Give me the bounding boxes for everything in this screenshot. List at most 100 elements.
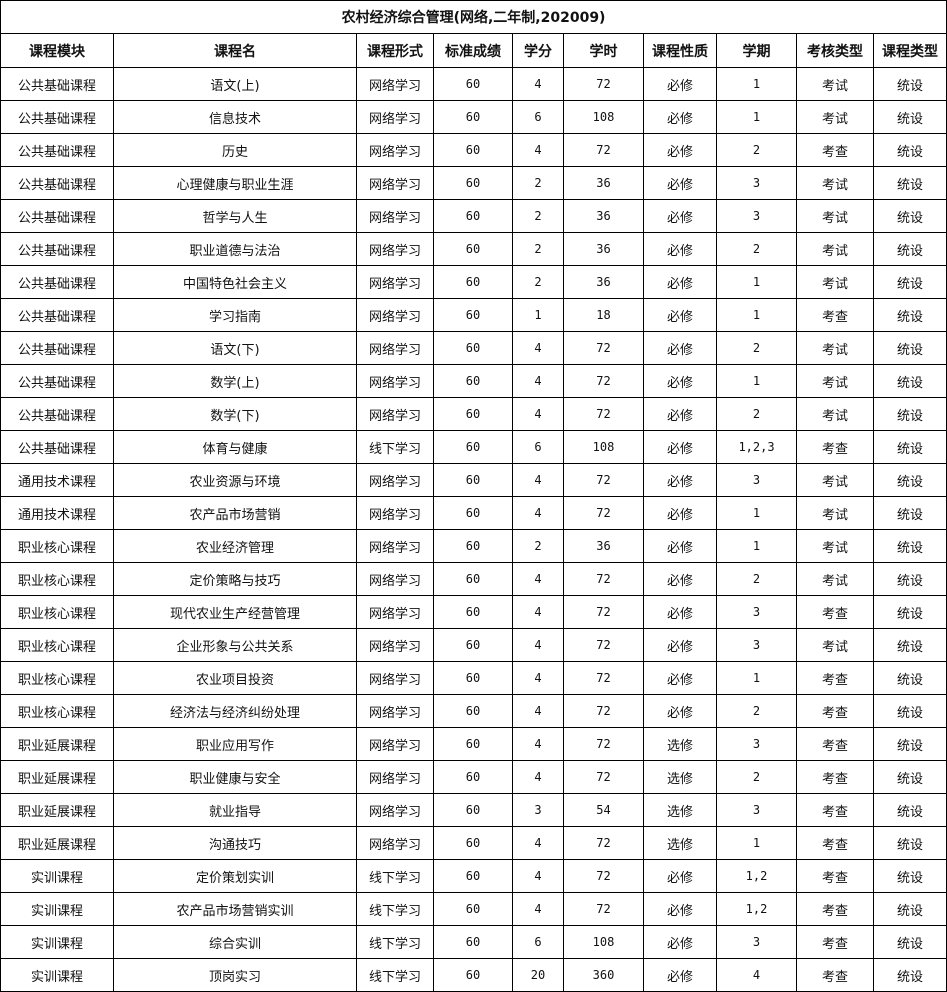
header-standard-score: 标准成绩: [433, 33, 513, 68]
cell-standard-score: 60: [433, 265, 513, 299]
cell-assessment: 考试: [796, 100, 874, 134]
table-row: 职业核心课程 现代农业生产经营管理 网络学习 60 4 72 必修 3 考查 统设: [0, 595, 947, 629]
cell-course-type: 统设: [872, 760, 947, 794]
cell-standard-score: 60: [433, 166, 513, 200]
cell-module: 公共基础课程: [0, 199, 114, 233]
header-row: 课程模块 课程名 课程形式 标准成绩 学分 学时 课程性质 学期 考核类型 课程类型: [0, 33, 947, 68]
cell-format: 网络学习: [356, 562, 434, 596]
cell-semester: 3: [716, 595, 797, 629]
table-row: 公共基础课程 历史 网络学习 60 4 72 必修 2 考查 统设: [0, 133, 947, 167]
cell-semester: 2: [716, 331, 797, 365]
cell-course-name: 体育与健康: [113, 430, 357, 464]
cell-semester: 1,2: [716, 859, 797, 893]
cell-hours: 72: [563, 496, 644, 530]
table-row: 公共基础课程 语文(上) 网络学习 60 4 72 必修 1 考试 统设: [0, 67, 947, 101]
cell-course-name: 定价策略与技巧: [113, 562, 357, 596]
cell-module: 实训课程: [0, 958, 114, 992]
cell-format: 网络学习: [356, 661, 434, 695]
cell-nature: 必修: [643, 364, 717, 398]
cell-nature: 必修: [643, 298, 717, 332]
cell-format: 网络学习: [356, 67, 434, 101]
cell-hours: 72: [563, 133, 644, 167]
cell-nature: 必修: [643, 265, 717, 299]
cell-course-type: 统设: [872, 133, 947, 167]
cell-module: 职业核心课程: [0, 562, 114, 596]
cell-hours: 72: [563, 463, 644, 497]
cell-standard-score: 60: [433, 925, 513, 959]
cell-hours: 108: [563, 430, 644, 464]
cell-hours: 36: [563, 529, 644, 563]
header-semester: 学期: [716, 33, 797, 68]
cell-nature: 必修: [643, 166, 717, 200]
cell-course-type: 统设: [872, 364, 947, 398]
cell-course-name: 经济法与经济纠纷处理: [113, 694, 357, 728]
cell-course-type: 统设: [872, 100, 947, 134]
cell-standard-score: 60: [433, 298, 513, 332]
cell-course-name: 现代农业生产经营管理: [113, 595, 357, 629]
cell-course-name: 农业项目投资: [113, 661, 357, 695]
cell-module: 公共基础课程: [0, 166, 114, 200]
cell-format: 线下学习: [356, 958, 434, 992]
cell-course-type: 统设: [872, 892, 947, 926]
cell-assessment: 考试: [796, 67, 874, 101]
header-course-type: 课程类型: [872, 33, 947, 68]
cell-format: 网络学习: [356, 232, 434, 266]
cell-semester: 3: [716, 199, 797, 233]
cell-hours: 72: [563, 760, 644, 794]
cell-module: 公共基础课程: [0, 265, 114, 299]
cell-semester: 2: [716, 562, 797, 596]
cell-hours: 72: [563, 826, 644, 860]
cell-module: 通用技术课程: [0, 496, 114, 530]
cell-course-type: 统设: [872, 496, 947, 530]
cell-credits: 4: [512, 859, 564, 893]
cell-assessment: 考查: [796, 826, 874, 860]
cell-assessment: 考试: [796, 166, 874, 200]
cell-nature: 必修: [643, 859, 717, 893]
cell-course-name: 企业形象与公共关系: [113, 628, 357, 662]
table-row: 公共基础课程 学习指南 网络学习 60 1 18 必修 1 考查 统设: [0, 298, 947, 332]
cell-course-type: 统设: [872, 595, 947, 629]
table-row: 职业延展课程 职业应用写作 网络学习 60 4 72 选修 3 考查 统设: [0, 727, 947, 761]
cell-hours: 72: [563, 661, 644, 695]
cell-semester: 1,2: [716, 892, 797, 926]
cell-hours: 54: [563, 793, 644, 827]
table-title: 农村经济综合管理(网络,二年制,202009): [0, 0, 947, 34]
table-row: 公共基础课程 语文(下) 网络学习 60 4 72 必修 2 考试 统设: [0, 331, 947, 365]
table-row: 职业延展课程 就业指导 网络学习 60 3 54 选修 3 考查 统设: [0, 793, 947, 827]
cell-format: 网络学习: [356, 529, 434, 563]
cell-hours: 108: [563, 925, 644, 959]
cell-format: 网络学习: [356, 793, 434, 827]
cell-assessment: 考试: [796, 562, 874, 596]
cell-credits: 4: [512, 826, 564, 860]
cell-course-type: 统设: [872, 958, 947, 992]
cell-credits: 2: [512, 265, 564, 299]
cell-credits: 4: [512, 694, 564, 728]
cell-hours: 72: [563, 364, 644, 398]
cell-module: 公共基础课程: [0, 100, 114, 134]
cell-format: 网络学习: [356, 760, 434, 794]
cell-assessment: 考试: [796, 628, 874, 662]
cell-course-type: 统设: [872, 529, 947, 563]
cell-credits: 4: [512, 595, 564, 629]
cell-credits: 4: [512, 628, 564, 662]
cell-course-type: 统设: [872, 265, 947, 299]
cell-course-name: 顶岗实习: [113, 958, 357, 992]
cell-format: 线下学习: [356, 892, 434, 926]
table-row: 通用技术课程 农业资源与环境 网络学习 60 4 72 必修 3 考试 统设: [0, 463, 947, 497]
cell-standard-score: 60: [433, 661, 513, 695]
cell-assessment: 考查: [796, 430, 874, 464]
cell-credits: 6: [512, 430, 564, 464]
cell-nature: 必修: [643, 100, 717, 134]
cell-nature: 必修: [643, 67, 717, 101]
cell-module: 职业延展课程: [0, 793, 114, 827]
cell-course-type: 统设: [872, 430, 947, 464]
cell-standard-score: 60: [433, 133, 513, 167]
cell-credits: 4: [512, 364, 564, 398]
cell-assessment: 考查: [796, 793, 874, 827]
cell-nature: 必修: [643, 331, 717, 365]
cell-credits: 2: [512, 166, 564, 200]
cell-course-type: 统设: [872, 661, 947, 695]
table-row: 公共基础课程 数学(下) 网络学习 60 4 72 必修 2 考试 统设: [0, 397, 947, 431]
cell-standard-score: 60: [433, 430, 513, 464]
